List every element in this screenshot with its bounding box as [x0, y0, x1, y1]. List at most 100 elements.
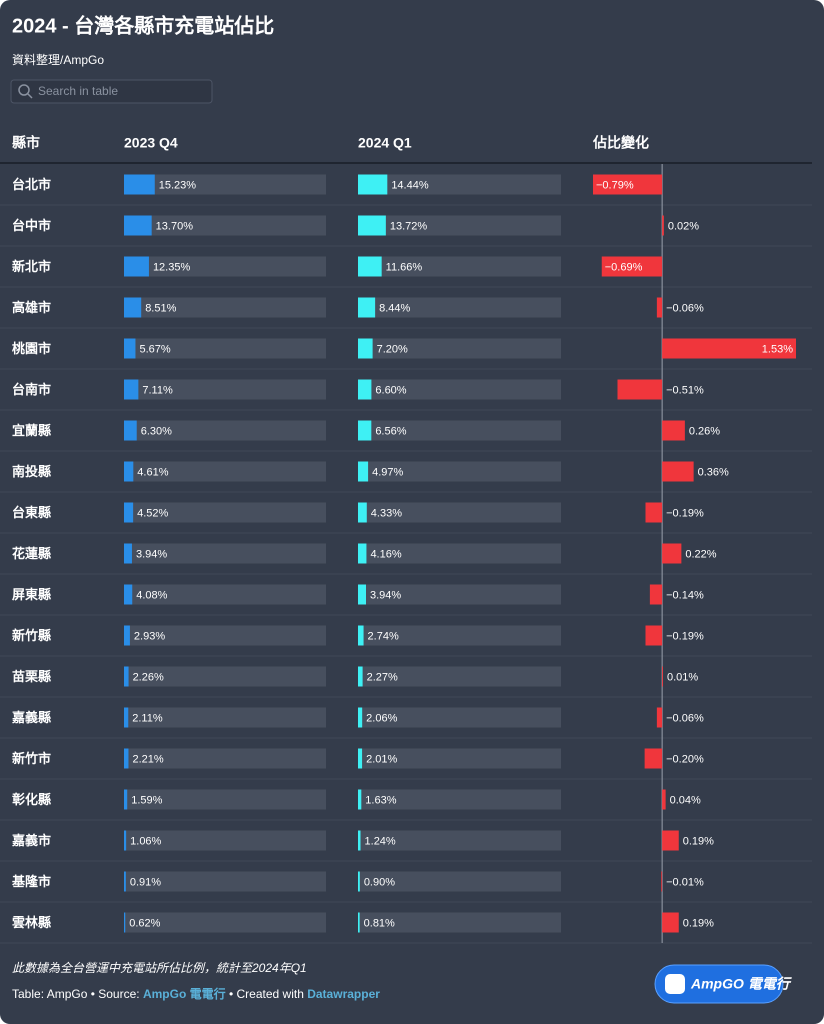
- row-label: 嘉義縣: [11, 710, 51, 725]
- value-label: 2.01%: [366, 753, 397, 765]
- bar: [124, 379, 139, 400]
- column-header: 2024 Q1: [358, 135, 412, 151]
- value-label: 1.53%: [762, 343, 793, 355]
- value-label: −0.01%: [666, 876, 704, 888]
- bar: [662, 666, 663, 687]
- bar: [358, 338, 373, 359]
- bar-track: [124, 830, 326, 851]
- value-label: −0.06%: [666, 712, 704, 724]
- row-label: 苗栗縣: [12, 669, 51, 684]
- value-label: 0.81%: [364, 917, 395, 929]
- bar: [124, 871, 126, 892]
- footer: Table: AmpGo • Source: AmpGo 電電行 • Creat…: [12, 986, 380, 1001]
- bar-track: [358, 461, 561, 482]
- bar: [358, 420, 372, 441]
- bar: [124, 830, 127, 851]
- bar: [661, 871, 663, 892]
- bar-track: [358, 666, 561, 687]
- bar: [662, 543, 682, 564]
- value-label: 1.06%: [130, 835, 161, 847]
- bar: [124, 297, 142, 318]
- row-label: 彰化縣: [12, 792, 51, 807]
- bar-track: [358, 584, 561, 605]
- row-label: 新竹市: [12, 751, 51, 766]
- bar-track: [124, 174, 326, 195]
- value-label: 4.61%: [137, 466, 168, 478]
- bar-track: [124, 666, 326, 687]
- value-label: −0.19%: [666, 630, 704, 642]
- bar: [124, 666, 129, 687]
- value-label: 13.72%: [390, 220, 428, 232]
- bar-track: [124, 297, 326, 318]
- value-label: 8.44%: [379, 302, 410, 314]
- bar: [593, 174, 663, 195]
- bar: [662, 461, 694, 482]
- row-label: 嘉義市: [11, 833, 51, 848]
- value-label: 13.70%: [156, 220, 194, 232]
- value-label: 2.21%: [132, 753, 163, 765]
- bar-track: [124, 748, 326, 769]
- bar-track: [124, 256, 326, 277]
- bar: [358, 871, 360, 892]
- bar: [358, 830, 361, 851]
- bar: [124, 215, 152, 236]
- bar: [124, 502, 134, 523]
- title: 2024 - 台灣各縣市充電站佔比: [12, 13, 274, 37]
- value-label: 6.30%: [141, 425, 172, 437]
- bar: [124, 174, 155, 195]
- sep: •: [87, 987, 98, 1001]
- bar-track: [358, 543, 561, 564]
- bar-track: [358, 379, 561, 400]
- value-label: 3.94%: [370, 589, 401, 601]
- bar: [662, 420, 685, 441]
- search-box[interactable]: [10, 79, 213, 104]
- bar-track: [358, 871, 561, 892]
- search-icon: [18, 84, 30, 96]
- bar-track: [358, 748, 561, 769]
- value-label: 1.24%: [365, 835, 396, 847]
- bar-track: [124, 625, 326, 646]
- row-label: 雲林縣: [12, 915, 51, 930]
- value-label: 2.26%: [133, 671, 164, 683]
- bar-track: [358, 297, 561, 318]
- bar: [124, 912, 126, 933]
- value-label: 0.19%: [683, 835, 714, 847]
- bar: [662, 830, 679, 851]
- bar-track: [358, 707, 561, 728]
- bar: [124, 338, 136, 359]
- row-label: 花蓮縣: [12, 546, 51, 561]
- bar-track: [358, 789, 561, 810]
- value-label: 6.60%: [375, 384, 406, 396]
- value-label: 4.33%: [371, 507, 402, 519]
- bar: [656, 707, 663, 728]
- value-label: 1.59%: [131, 794, 162, 806]
- value-label: 2.74%: [368, 630, 399, 642]
- search-placeholder[interactable]: Search in table: [38, 84, 118, 98]
- bar: [645, 502, 663, 523]
- column-header: 佔比變化: [592, 135, 649, 151]
- value-label: 4.08%: [136, 589, 167, 601]
- bar: [358, 256, 382, 277]
- value-label: 0.19%: [683, 917, 714, 929]
- footer-source[interactable]: AmpGo 電電行: [143, 986, 226, 1001]
- value-label: −0.51%: [666, 384, 704, 396]
- bar: [358, 461, 369, 482]
- bar: [124, 625, 130, 646]
- value-label: 15.23%: [159, 179, 197, 191]
- value-label: 4.97%: [372, 466, 403, 478]
- bar-track: [124, 215, 326, 236]
- value-label: 2.06%: [366, 712, 397, 724]
- column-header: 縣市: [12, 135, 40, 151]
- row-label: 新北市: [12, 259, 51, 274]
- value-label: −0.79%: [596, 179, 634, 191]
- footer-tool[interactable]: Datawrapper: [307, 987, 380, 1001]
- bar-track: [358, 830, 561, 851]
- bar: [662, 215, 664, 236]
- row-label: 台北市: [12, 177, 51, 192]
- bar-track: [124, 461, 326, 482]
- row-label: 台中市: [12, 218, 51, 233]
- row-label: 高雄市: [12, 300, 51, 315]
- bar: [358, 707, 363, 728]
- bar: [358, 379, 372, 400]
